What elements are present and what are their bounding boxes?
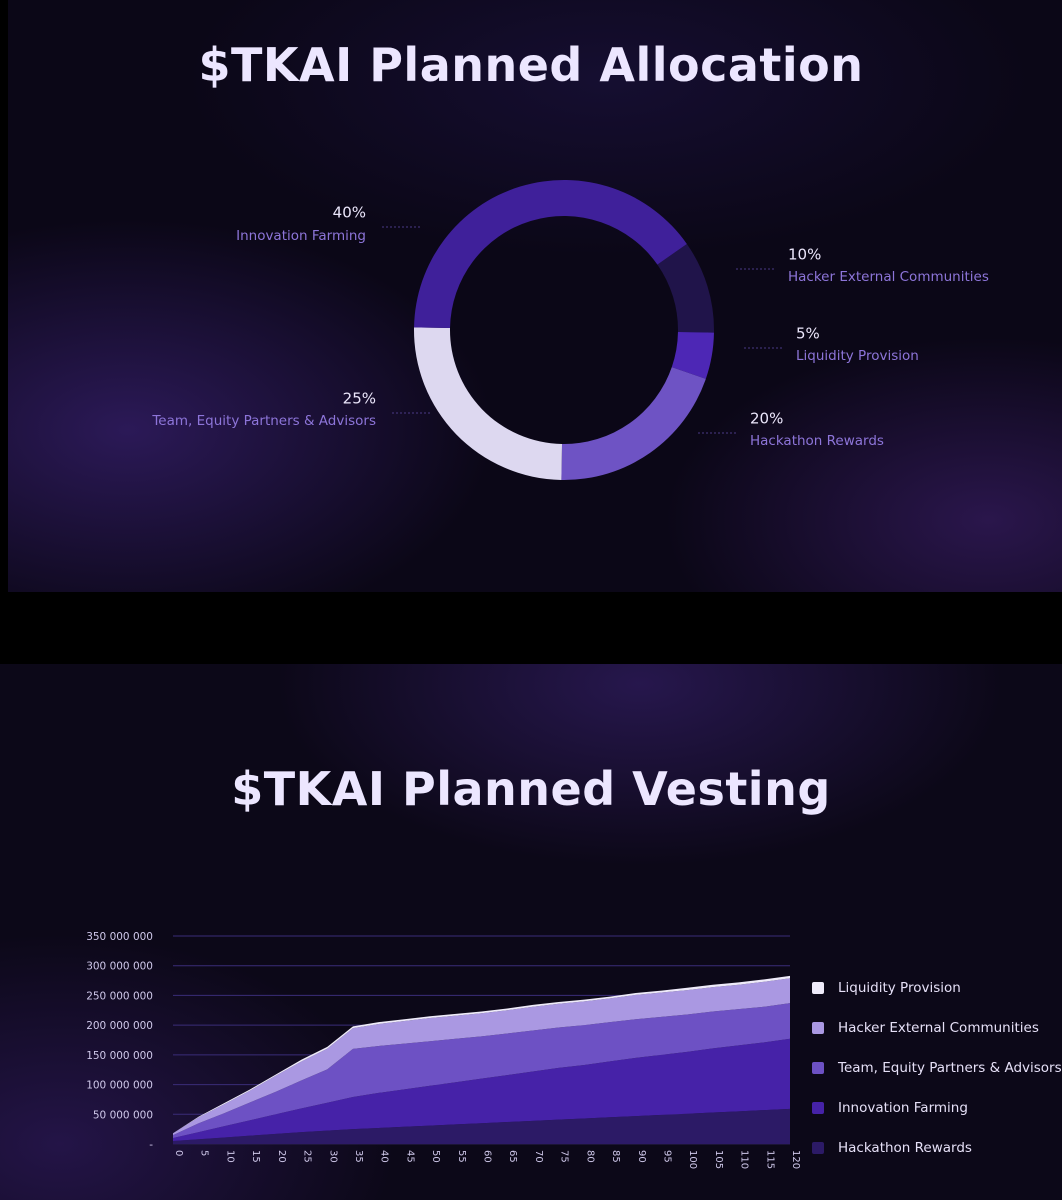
legend-swatch — [812, 1142, 824, 1154]
x-tick-label: 105 — [713, 1150, 724, 1169]
x-tick-label: 85 — [610, 1150, 621, 1163]
x-tick-label: 90 — [636, 1150, 647, 1163]
x-tick-label: 60 — [482, 1150, 493, 1163]
x-tick-label: 15 — [250, 1150, 261, 1163]
slice-name-label: Team, Equity Partners & Advisors — [151, 413, 376, 429]
slice-name-label: Hackathon Rewards — [750, 433, 884, 449]
donut-slice-team-equity-partners-advisors — [414, 327, 563, 480]
x-tick-label: 55 — [456, 1150, 467, 1163]
donut-slice-hacker-external-communities — [657, 243, 714, 333]
slice-percent-label: 20% — [750, 410, 783, 428]
legend-item: Innovation Farming — [812, 1088, 1062, 1128]
x-tick-label: 0 — [173, 1150, 184, 1156]
slice-name-label: Innovation Farming — [236, 228, 366, 244]
y-tick-label: 50 000 000 — [93, 1109, 153, 1121]
legend-swatch — [812, 1102, 824, 1114]
x-tick-label: 95 — [661, 1150, 672, 1163]
slice-name-label: Hacker External Communities — [788, 269, 989, 285]
x-tick-label: 80 — [584, 1150, 595, 1163]
x-tick-label: 70 — [533, 1150, 544, 1163]
slice-percent-label: 25% — [343, 390, 376, 408]
slice-name-label: Liquidity Provision — [796, 348, 919, 364]
x-tick-label: 25 — [302, 1150, 313, 1163]
y-tick-label: 350 000 000 — [86, 931, 153, 943]
area-series-hackathon-rewards — [173, 1108, 790, 1144]
legend-item: Liquidity Provision — [812, 968, 1062, 1008]
x-tick-label: 120 — [790, 1150, 801, 1169]
x-tick-label: 5 — [199, 1150, 210, 1156]
y-tick-label: 300 000 000 — [86, 961, 153, 973]
allocation-donut-chart: 10% Hacker External Communities 5% Liquidit… — [151, 180, 989, 480]
legend-item: Hackathon Rewards — [812, 1128, 1062, 1168]
x-tick-label: 75 — [559, 1150, 570, 1163]
legend-label: Innovation Farming — [838, 1100, 968, 1116]
y-tick-label: 200 000 000 — [86, 1020, 153, 1032]
y-tick-label: 100 000 000 — [86, 1080, 153, 1092]
vesting-panel: $TKAI Planned Vesting - 50 000 000 100 000… — [0, 664, 1062, 1200]
x-tick-label: 35 — [353, 1150, 364, 1163]
x-tick-label: 110 — [739, 1150, 750, 1169]
legend-swatch — [812, 1062, 824, 1074]
allocation-panel: $TKAI Planned Allocation 10% Hacker Exter… — [8, 0, 1062, 592]
area-series-innovation-farming — [173, 1038, 790, 1142]
x-tick-label: 45 — [404, 1150, 415, 1163]
legend-swatch — [812, 1022, 824, 1034]
legend-item: Hacker External Communities — [812, 1008, 1062, 1048]
vesting-legend: Liquidity Provision Hacker External Commu… — [812, 968, 1062, 1168]
vesting-area-chart: - 50 000 000 100 000 000 150 000 000 200 000… — [86, 931, 801, 1169]
area-series-team-equity-partners-advisors — [173, 1003, 790, 1139]
donut-slice-innovation-farming — [414, 180, 687, 329]
slice-percent-label: 40% — [333, 204, 366, 222]
donut-slice-hackathon-rewards — [561, 367, 706, 480]
x-tick-label: 50 — [430, 1150, 441, 1163]
legend-label: Team, Equity Partners & Advisors — [838, 1060, 1062, 1076]
x-tick-label: 30 — [327, 1150, 338, 1163]
x-tick-label: 10 — [224, 1150, 235, 1163]
x-tick-label: 100 — [687, 1150, 698, 1169]
x-tick-label: 65 — [507, 1150, 518, 1163]
legend-item: Team, Equity Partners & Advisors — [812, 1048, 1062, 1088]
legend-label: Liquidity Provision — [838, 980, 961, 996]
slice-percent-label: 5% — [796, 325, 820, 343]
legend-swatch — [812, 982, 824, 994]
donut-slice-liquidity-provision — [671, 331, 714, 379]
y-tick-label: 250 000 000 — [86, 990, 153, 1002]
x-tick-label: 40 — [379, 1150, 390, 1163]
allocation-title: $TKAI Planned Allocation — [198, 38, 864, 92]
y-tick-label: - — [149, 1139, 153, 1151]
legend-label: Hacker External Communities — [838, 1020, 1039, 1036]
vesting-title: $TKAI Planned Vesting — [231, 762, 831, 816]
x-tick-label: 115 — [764, 1150, 775, 1169]
legend-label: Hackathon Rewards — [838, 1140, 972, 1156]
y-tick-label: 150 000 000 — [86, 1050, 153, 1062]
area-series-hacker-external-communities — [173, 978, 790, 1136]
x-tick-label: 20 — [276, 1150, 287, 1163]
slice-percent-label: 10% — [788, 246, 821, 264]
